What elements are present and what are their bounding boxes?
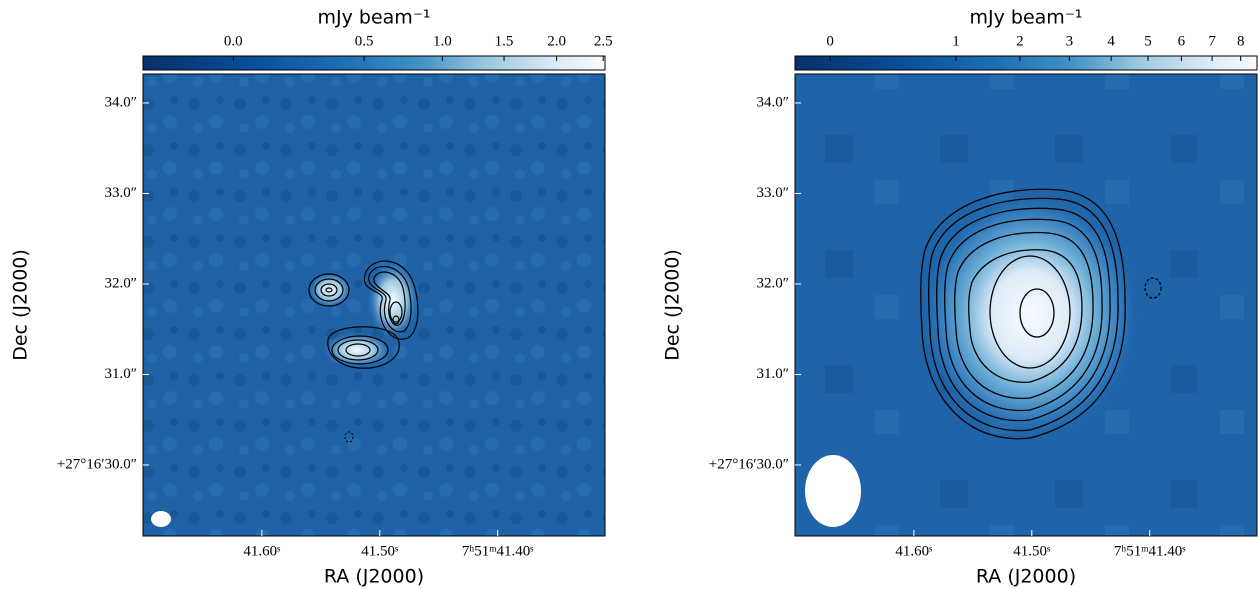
image-left bbox=[142, 73, 606, 537]
colorbar-tick-label: 0.5 bbox=[355, 33, 374, 49]
y-tick-label: +27°16′30.0″ bbox=[709, 456, 789, 472]
colorbar-tick-label: 1.5 bbox=[495, 33, 514, 49]
y-tick-label: 32.0″ bbox=[105, 275, 138, 291]
x-tick-label: 41.50ˢ bbox=[1013, 543, 1050, 559]
colorbar bbox=[142, 55, 606, 71]
x-tick-label: 7ʰ51ᵐ41.40ˢ bbox=[1114, 543, 1186, 559]
colorbar-tick-label: 0 bbox=[826, 33, 834, 49]
x-tick-label: 41.60ˢ bbox=[243, 543, 280, 559]
colorbar-tick-label: 5 bbox=[1144, 33, 1152, 49]
y-axis-label: Dec (J2000) bbox=[10, 249, 32, 361]
colorbar-tick-label: 1 bbox=[952, 33, 960, 49]
colorbar-tick-label: 7 bbox=[1208, 33, 1216, 49]
colorbar-tick-label: 0.0 bbox=[224, 33, 243, 49]
y-axis-label: Dec (J2000) bbox=[662, 249, 684, 361]
colorbar-tick-label: 1.0 bbox=[433, 33, 452, 49]
colorbar bbox=[794, 55, 1258, 71]
y-tick-label: 34.0″ bbox=[105, 94, 138, 110]
colorbar-tick-label: 6 bbox=[1178, 33, 1186, 49]
colorbar-label: mJy beam⁻¹ bbox=[318, 7, 431, 29]
y-tick-label: 31.0″ bbox=[105, 366, 138, 382]
colorbar-tick-label: 2 bbox=[1016, 33, 1024, 49]
x-axis-label: RA (J2000) bbox=[324, 566, 424, 588]
colorbar-tick-label: 8 bbox=[1237, 33, 1245, 49]
image-right bbox=[794, 73, 1258, 537]
y-tick-label: +27°16′30.0″ bbox=[57, 456, 137, 472]
y-tick-label: 32.0″ bbox=[757, 275, 790, 291]
x-tick-label: 41.50ˢ bbox=[361, 543, 398, 559]
y-tick-label: 31.0″ bbox=[757, 366, 790, 382]
colorbar-label: mJy beam⁻¹ bbox=[970, 7, 1083, 29]
y-tick-label: 33.0″ bbox=[105, 185, 138, 201]
x-tick-label: 7ʰ51ᵐ41.40ˢ bbox=[462, 543, 534, 559]
colorbar-tick-label: 3 bbox=[1066, 33, 1074, 49]
colorbar-tick-label: 2.0 bbox=[547, 33, 566, 49]
x-axis-label: RA (J2000) bbox=[976, 566, 1076, 588]
x-tick-label: 41.60ˢ bbox=[895, 543, 932, 559]
y-tick-label: 34.0″ bbox=[757, 94, 790, 110]
colorbar-tick-label: 4 bbox=[1107, 33, 1115, 49]
y-tick-label: 33.0″ bbox=[757, 185, 790, 201]
colorbar-tick-label: 2.5 bbox=[594, 33, 613, 49]
